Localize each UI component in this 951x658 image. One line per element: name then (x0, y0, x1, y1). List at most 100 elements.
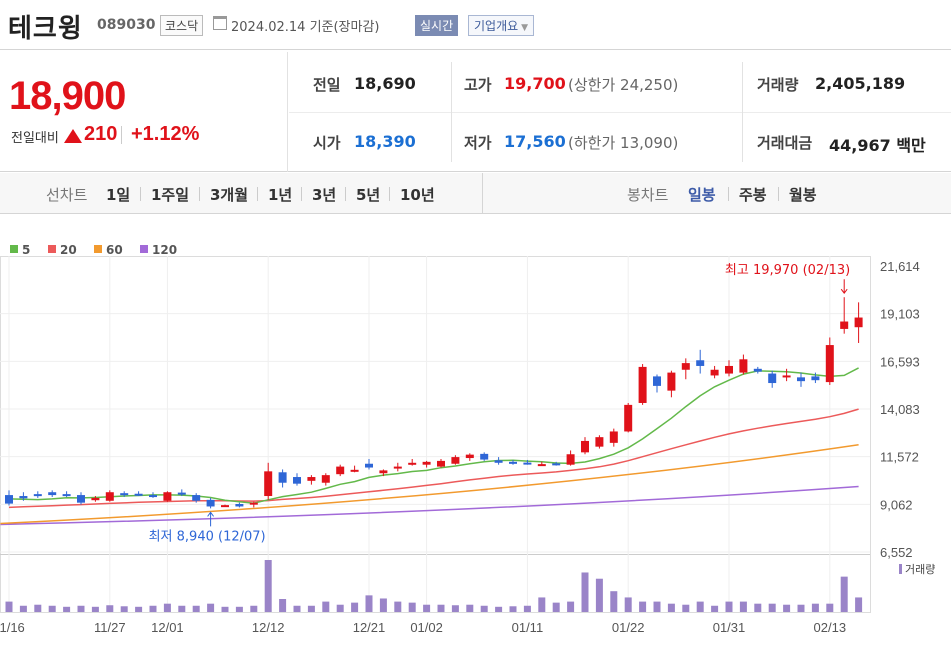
tab-1d[interactable]: 1일 (106, 186, 131, 204)
quote-col-divider (451, 62, 452, 162)
volume-bar (797, 604, 805, 612)
volume-bar (149, 605, 157, 612)
candle-body (451, 457, 460, 464)
volume-bar (696, 601, 704, 612)
tab-daily[interactable]: 일봉 (688, 186, 716, 204)
volume-bar (437, 604, 445, 612)
volume-bar (725, 601, 733, 612)
amount-value: 44,967 백만 (829, 136, 926, 155)
quote-col-divider (742, 62, 743, 162)
tab-1w[interactable]: 1주일 (151, 186, 190, 204)
volume-legend-label: 거래량 (905, 563, 935, 576)
legend-swatch (48, 245, 56, 253)
tab-5y[interactable]: 5년 (356, 186, 381, 204)
candle-body (797, 377, 805, 382)
volume-bar (408, 602, 416, 612)
candle-body (710, 369, 719, 376)
candle-body (480, 453, 489, 460)
volume-bar (235, 606, 243, 612)
legend-label: 5 (22, 243, 30, 257)
company-info-dropdown[interactable]: 기업개요 ▼ (468, 15, 535, 36)
volume-bar (624, 597, 632, 612)
volume-legend-swatch (899, 564, 902, 574)
candle-body (77, 495, 85, 503)
x-tick-label: 12/01 (151, 620, 184, 635)
volume-bar (855, 597, 863, 612)
change-value: 210 (84, 123, 118, 145)
x-tick-label: 01/02 (410, 620, 443, 635)
volume-bar (653, 601, 661, 612)
lower-limit: (하한가 13,090) (568, 134, 679, 152)
tab-divider (728, 187, 729, 201)
legend-label: 60 (106, 243, 123, 257)
legend-label: 20 (60, 243, 77, 257)
candle-body (681, 363, 690, 370)
volume-bar (509, 606, 517, 612)
volume-bar (63, 606, 71, 612)
tab-divider (257, 187, 258, 201)
low-label: 저가 (464, 134, 492, 152)
legend-swatch (140, 245, 148, 253)
current-price: 18,900 (9, 74, 126, 118)
candle-body (581, 440, 589, 453)
volume-bar (307, 605, 315, 612)
volume-bar (423, 604, 431, 612)
plot-frame (0, 256, 871, 613)
quote-panel: 18,900 전일대비 210 +1.12% 전일 18,690 시가 18,3… (0, 52, 951, 172)
tab-divider (140, 187, 141, 201)
volume-bar (135, 606, 143, 612)
candle-body (33, 494, 42, 497)
tab-weekly[interactable]: 주봉 (739, 186, 767, 204)
tab-1y[interactable]: 1년 (268, 186, 293, 204)
volume-bar (221, 606, 229, 612)
candle-body (854, 317, 863, 328)
y-tick-label: 14,083 (880, 402, 920, 417)
volume-bar (682, 604, 690, 612)
x-tick-label: 01/11 (512, 620, 544, 635)
tab-3y[interactable]: 3년 (312, 186, 337, 204)
up-triangle-icon (64, 129, 82, 143)
candle-body (149, 495, 157, 498)
volume-bar (178, 605, 186, 612)
candle-body (48, 492, 57, 496)
candle-body (840, 321, 849, 329)
candle-body (235, 503, 244, 507)
x-tick-label: 11/16 (0, 620, 25, 635)
candle-body (307, 477, 316, 481)
legend-swatch (10, 245, 18, 253)
candle-body (163, 492, 172, 501)
volume-bar (264, 560, 272, 612)
x-tick-label: 11/27 (94, 620, 126, 635)
high-annotation: 최고 19,970 (02/13) (725, 263, 850, 278)
live-button[interactable]: 실시간 (415, 15, 459, 36)
volume-bar (495, 606, 503, 612)
candle-body (768, 373, 777, 384)
candle-body (91, 497, 100, 501)
volume-bar (567, 601, 575, 612)
candle-body (379, 470, 388, 474)
change-percent: +1.12% (131, 123, 200, 145)
candle-body (552, 463, 561, 466)
candle-body (638, 366, 647, 403)
tab-divider (199, 187, 200, 201)
volume-bar (480, 605, 488, 612)
low-annotation: 최저 8,940 (12/07) (149, 529, 266, 544)
quote-date: 2024.02.14 기준(장마감) (231, 20, 380, 35)
tab-10y[interactable]: 10년 (400, 186, 435, 204)
stock-name: 테크윙 (8, 14, 83, 44)
candle-body (120, 493, 129, 496)
volume-bar (840, 576, 848, 612)
candle-body (5, 495, 13, 504)
candle-body (811, 376, 820, 381)
candle-body (249, 502, 258, 505)
volume-bar (754, 603, 762, 612)
volume-bar (91, 606, 99, 612)
tab-monthly[interactable]: 월봉 (789, 186, 817, 204)
volume-bar (711, 605, 719, 612)
y-tick-label: 21,614 (880, 259, 920, 274)
volume-bar (250, 605, 258, 612)
line-chart-label: 선차트 (46, 186, 88, 204)
change-label: 전일대비 (11, 131, 59, 146)
upper-limit: (상한가 24,250) (568, 76, 679, 94)
tab-3m[interactable]: 3개월 (210, 186, 249, 204)
